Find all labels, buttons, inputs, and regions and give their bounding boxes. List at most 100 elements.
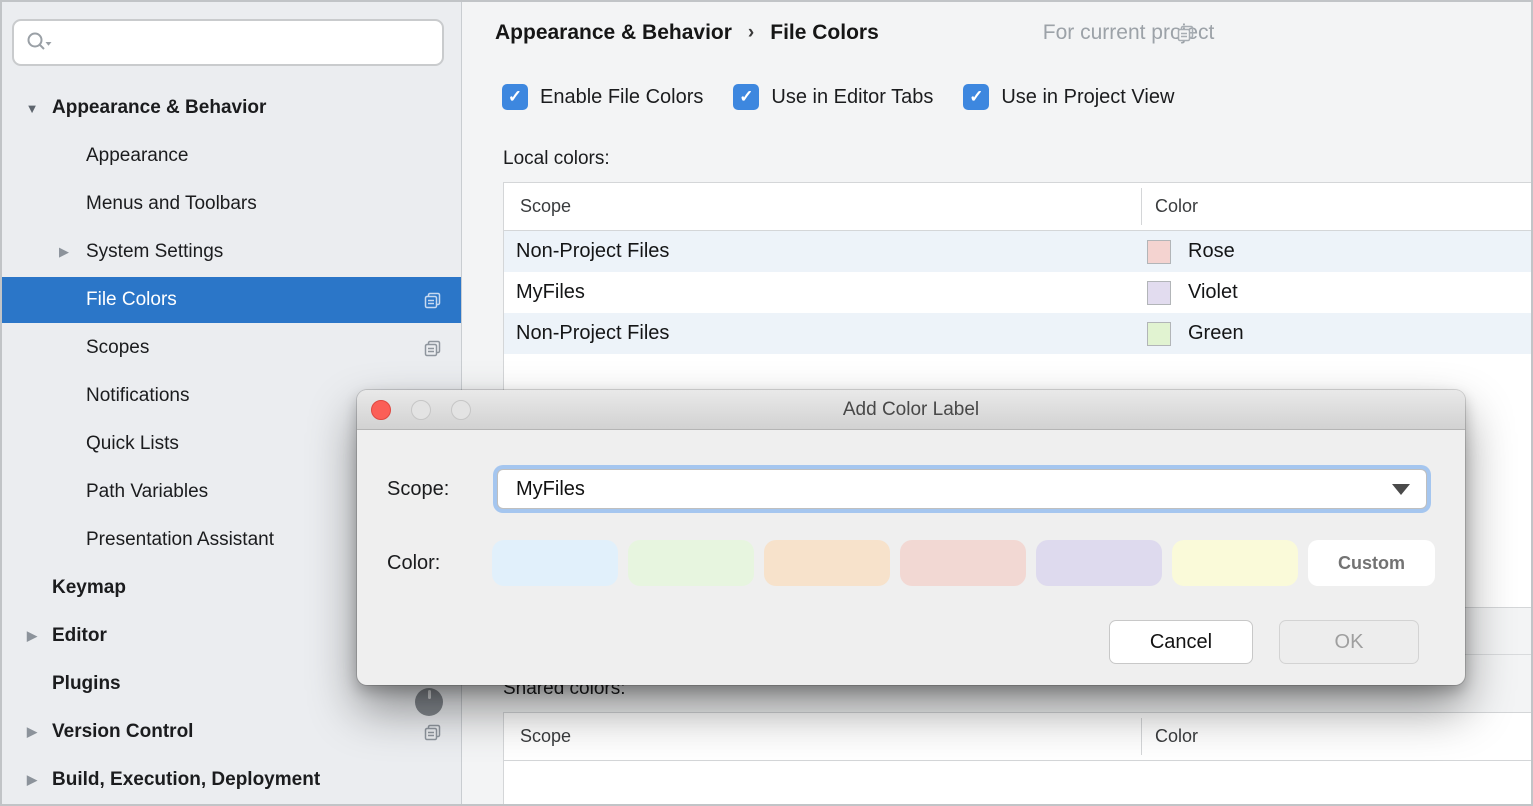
sidebar-item-plugins[interactable]: Plugins [2, 660, 461, 708]
per-project-icon [424, 292, 441, 308]
scope-combobox[interactable]: MyFiles [497, 469, 1427, 509]
shared-colors-table: Scope Color [503, 712, 1531, 804]
checkbox-label: Use in Project View [1001, 85, 1175, 108]
checkbox-label: Enable File Colors [540, 85, 704, 108]
minimize-icon [411, 400, 431, 420]
chevron-right-icon[interactable]: ▶ [59, 244, 69, 259]
column-header-scope[interactable]: Scope [520, 726, 572, 746]
column-divider [1141, 188, 1142, 225]
sidebar-item-label: System Settings [86, 241, 224, 262]
breadcrumb-parent[interactable]: Appearance & Behavior [495, 21, 732, 44]
scope-label: Scope: [387, 477, 450, 500]
sidebar-item-scopes[interactable]: Scopes [2, 324, 461, 372]
scope-cell: MyFiles [516, 281, 585, 303]
color-swatch-violet [1147, 280, 1171, 305]
sidebar-item-label: Editor [52, 625, 107, 646]
add-color-label-dialog: Add Color Label Scope: MyFiles Color: Cu… [357, 390, 1465, 685]
sidebar-item-label: Presentation Assistant [86, 529, 274, 550]
sidebar-item-notifications[interactable]: Notifications [2, 372, 461, 420]
close-icon[interactable] [371, 400, 391, 420]
color-swatch-orange[interactable] [764, 540, 890, 586]
sidebar-item-build-execution-deployment[interactable]: ▶ Build, Execution, Deployment [2, 756, 461, 804]
column-header-color[interactable]: Color [1155, 196, 1199, 216]
column-header-color[interactable]: Color [1155, 726, 1199, 746]
custom-color-button[interactable]: Custom [1308, 540, 1435, 586]
color-swatch-blue[interactable] [492, 540, 618, 586]
sidebar-item-menus-and-toolbars[interactable]: Menus and Toolbars [2, 180, 461, 228]
sidebar-item-path-variables[interactable]: Path Variables [2, 468, 461, 516]
sidebar-item-label: Build, Execution, Deployment [52, 769, 321, 790]
chevron-down-icon[interactable] [1392, 483, 1410, 495]
scope-cell: Non-Project Files [516, 240, 670, 262]
local-colors-label: Local colors: [503, 148, 610, 169]
sidebar-item-presentation-assistant[interactable]: Presentation Assistant [2, 516, 461, 564]
zoom-icon [451, 400, 471, 420]
breadcrumb: Appearance & Behavior › File Colors For … [495, 18, 1214, 48]
sidebar-item-file-colors[interactable]: File Colors [2, 277, 461, 323]
color-swatch-rose [1147, 239, 1171, 264]
dialog-titlebar[interactable]: Add Color Label [357, 390, 1465, 430]
sidebar-item-quick-lists[interactable]: Quick Lists [2, 420, 461, 468]
search-input[interactable] [12, 19, 444, 66]
checkbox-checked-icon[interactable]: ✓ [963, 84, 990, 110]
chevron-right-icon[interactable]: ▶ [27, 772, 37, 787]
dialog-title: Add Color Label [842, 398, 980, 420]
sidebar-item-label: Notifications [86, 385, 190, 406]
for-current-project-note: For current project [1043, 21, 1215, 45]
color-swatch-yellow[interactable] [1172, 540, 1298, 586]
table-header: Scope Color [504, 713, 1531, 761]
color-swatch-picker [492, 540, 1298, 586]
cancel-button[interactable]: Cancel [1109, 620, 1253, 664]
sidebar-item-label: Path Variables [86, 481, 209, 502]
color-cell: Green [1141, 321, 1244, 346]
window-controls [371, 400, 471, 420]
color-row: Color: [387, 540, 475, 586]
notification-badge-icon [415, 688, 443, 716]
scope-combobox-value: MyFiles [516, 477, 585, 500]
sidebar-item-label: Version Control [52, 721, 194, 742]
column-header-scope[interactable]: Scope [520, 196, 572, 216]
use-in-editor-tabs-checkbox[interactable]: ✓ Use in Editor Tabs [733, 84, 933, 110]
sidebar-item-label: Keymap [52, 577, 126, 598]
per-project-icon [1178, 25, 1194, 41]
sidebar-item-version-control[interactable]: ▶ Version Control [2, 708, 461, 756]
color-swatch-rose[interactable] [900, 540, 1026, 586]
checkbox-checked-icon[interactable]: ✓ [502, 84, 528, 110]
ok-button[interactable]: OK [1279, 620, 1419, 664]
table-row[interactable]: Non-Project Files Green [504, 313, 1531, 354]
sidebar-item-label: Plugins [52, 673, 121, 694]
color-name: Rose [1188, 240, 1235, 262]
for-current-project-label: For current project [1042, 21, 1215, 44]
sidebar-item-label: Menus and Toolbars [86, 193, 257, 214]
sidebar-item-label: Appearance & Behavior [52, 97, 267, 118]
sidebar-item-keymap[interactable]: Keymap [2, 564, 461, 612]
scope-cell: Non-Project Files [516, 322, 670, 344]
sidebar-item-label: File Colors [86, 289, 177, 310]
sidebar-item-appearance-behavior[interactable]: ▼ Appearance & Behavior [2, 84, 461, 132]
table-row[interactable]: Non-Project Files Rose [504, 231, 1531, 272]
sidebar-item-label: Quick Lists [86, 433, 179, 454]
chevron-right-icon[interactable]: ▶ [27, 628, 37, 643]
color-name: Violet [1188, 281, 1238, 303]
color-cell: Violet [1141, 280, 1238, 305]
color-cell: Rose [1141, 239, 1235, 264]
sidebar-item-editor[interactable]: ▶ Editor [2, 612, 461, 660]
chevron-right-icon[interactable]: ▶ [27, 724, 37, 739]
color-swatch-violet[interactable] [1036, 540, 1162, 586]
sidebar-item-appearance[interactable]: Appearance [2, 132, 461, 180]
color-swatch-green [1147, 321, 1171, 346]
use-in-project-view-checkbox[interactable]: ✓ Use in Project View [963, 84, 1174, 110]
color-swatch-green[interactable] [628, 540, 754, 586]
per-project-icon [424, 724, 441, 740]
search-icon [27, 32, 52, 50]
checkbox-label: Use in Editor Tabs [771, 85, 934, 108]
table-header: Scope Color [504, 183, 1531, 231]
table-row[interactable]: MyFiles Violet [504, 272, 1531, 313]
chevron-down-icon[interactable]: ▼ [25, 100, 39, 116]
enable-file-colors-checkbox[interactable]: ✓ Enable File Colors [502, 84, 703, 110]
checkbox-checked-icon[interactable]: ✓ [733, 84, 760, 110]
breadcrumb-separator-icon: › [747, 22, 755, 43]
sidebar-item-system-settings[interactable]: ▶ System Settings [2, 228, 461, 276]
scope-row: Scope: [387, 469, 475, 509]
